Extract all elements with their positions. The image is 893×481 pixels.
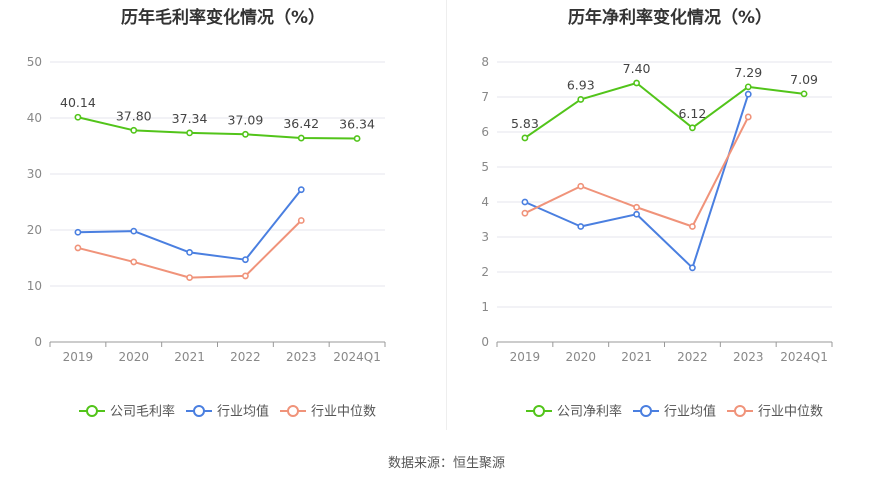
data-point bbox=[74, 244, 82, 252]
y-tick-label: 30 bbox=[27, 167, 42, 181]
net-margin-plot: 0 1 2 3 4 5 6 7 8 2019 2020 2021 2022 2023 2024Q1 5.83 6… bbox=[481, 55, 833, 420]
data-point bbox=[521, 209, 529, 217]
x-tick-label: 2019 bbox=[63, 350, 94, 364]
series-line-0 bbox=[524, 82, 805, 139]
data-point bbox=[521, 198, 529, 206]
x-tick-label: 2021 bbox=[621, 350, 652, 364]
legend-item: 行业中位数 bbox=[727, 405, 823, 420]
data-label: 37.80 bbox=[116, 108, 152, 123]
data-point bbox=[74, 113, 82, 121]
y-tick-label: 0 bbox=[34, 335, 42, 349]
legend-label: 公司净利率 bbox=[557, 404, 622, 420]
net-margin-chart: 历年净利率变化情况（%） 0 1 2 3 4 5 6 7 8 2019 2020 2021 2022 20… bbox=[447, 0, 893, 440]
legend-item: 公司净利率 bbox=[526, 404, 622, 420]
data-point bbox=[633, 79, 640, 87]
y-tick-label: 7 bbox=[481, 90, 489, 104]
data-point bbox=[353, 135, 361, 142]
y-tick-label: 20 bbox=[27, 223, 42, 237]
y-tick-label: 5 bbox=[481, 160, 489, 174]
x-tick-label: 2020 bbox=[118, 350, 149, 364]
legend-label: 行业中位数 bbox=[758, 405, 823, 420]
data-point bbox=[186, 129, 193, 137]
x-tick-label: 2021 bbox=[174, 350, 205, 364]
data-point bbox=[633, 210, 640, 218]
data-label: 7.40 bbox=[623, 61, 651, 76]
chart-title: 历年毛利率变化情况（%） bbox=[120, 8, 326, 28]
data-point bbox=[74, 228, 82, 236]
legend-marker bbox=[193, 405, 205, 417]
legend-marker bbox=[734, 405, 746, 417]
legend-marker bbox=[287, 405, 299, 417]
y-tick-label: 50 bbox=[27, 55, 42, 69]
y-tick-label: 10 bbox=[27, 279, 42, 293]
x-tick-label: 2022 bbox=[677, 350, 708, 364]
data-point bbox=[689, 223, 696, 230]
data-point bbox=[242, 256, 249, 264]
data-point bbox=[130, 227, 138, 235]
legend-label: 公司毛利率 bbox=[110, 404, 175, 420]
data-label: 6.93 bbox=[567, 77, 595, 92]
legend-label: 行业均值 bbox=[664, 404, 716, 420]
data-point bbox=[297, 217, 305, 224]
y-tick-label: 4 bbox=[481, 195, 489, 209]
y-tick-label: 40 bbox=[27, 111, 42, 125]
data-point bbox=[744, 113, 752, 121]
y-tick-label: 3 bbox=[481, 230, 489, 244]
legend-item: 行业均值 bbox=[186, 404, 269, 420]
data-label: 7.29 bbox=[734, 65, 762, 80]
data-label: 7.09 bbox=[790, 72, 818, 87]
data-point bbox=[130, 258, 138, 266]
data-point bbox=[577, 223, 585, 230]
legend-marker bbox=[86, 405, 98, 417]
x-tick-label: 2024Q1 bbox=[333, 350, 381, 364]
data-label: 36.42 bbox=[283, 116, 319, 131]
data-point bbox=[242, 272, 249, 280]
series-line-0 bbox=[77, 116, 358, 140]
legend-item: 行业中位数 bbox=[280, 405, 376, 420]
y-tick-label: 0 bbox=[481, 335, 489, 349]
y-tick-label: 6 bbox=[481, 125, 489, 139]
y-tick-label: 8 bbox=[481, 55, 489, 69]
panel-divider bbox=[446, 0, 447, 430]
data-label: 5.83 bbox=[511, 116, 539, 131]
x-tick-label: 2019 bbox=[510, 350, 541, 364]
data-point bbox=[186, 248, 193, 256]
data-point bbox=[242, 130, 249, 138]
data-label: 37.09 bbox=[228, 112, 264, 127]
data-point bbox=[297, 134, 305, 142]
gross-margin-plot: 0 10 20 30 40 50 2019 2020 2021 2022 2023 2024Q1 40.… bbox=[27, 55, 386, 420]
legend-marker bbox=[640, 405, 652, 417]
x-tick-label: 2024Q1 bbox=[780, 350, 828, 364]
legend-label: 行业中位数 bbox=[311, 405, 376, 420]
gross-margin-chart: 历年毛利率变化情况（%） 0 10 20 30 40 50 2019 2020 2021 2022… bbox=[0, 0, 446, 440]
x-tick-label: 2023 bbox=[286, 350, 317, 364]
data-point bbox=[744, 83, 752, 91]
legend-item: 行业均值 bbox=[633, 404, 716, 420]
legend-marker bbox=[533, 405, 545, 417]
data-point bbox=[800, 90, 808, 98]
data-label: 6.12 bbox=[678, 106, 706, 121]
data-label: 36.34 bbox=[339, 116, 375, 131]
y-tick-label: 2 bbox=[481, 265, 489, 279]
data-point bbox=[186, 274, 193, 281]
data-point bbox=[297, 186, 305, 194]
data-label: 37.34 bbox=[172, 111, 208, 126]
legend-label: 行业均值 bbox=[217, 404, 269, 420]
data-point bbox=[130, 126, 138, 134]
x-tick-label: 2022 bbox=[230, 350, 261, 364]
data-point bbox=[521, 134, 529, 142]
chart-title: 历年净利率变化情况（%） bbox=[567, 8, 773, 28]
y-tick-label: 1 bbox=[481, 300, 489, 314]
data-point bbox=[577, 182, 585, 190]
x-tick-label: 2020 bbox=[565, 350, 596, 364]
data-point bbox=[744, 90, 752, 98]
data-point bbox=[689, 124, 696, 132]
x-tick-label: 2023 bbox=[733, 350, 764, 364]
data-point bbox=[577, 96, 585, 103]
legend-item: 公司毛利率 bbox=[79, 404, 175, 420]
data-label: 40.14 bbox=[60, 95, 96, 110]
data-source-note: 数据来源：恒生聚源 bbox=[387, 456, 505, 471]
data-point bbox=[689, 264, 696, 272]
data-point bbox=[633, 203, 640, 211]
